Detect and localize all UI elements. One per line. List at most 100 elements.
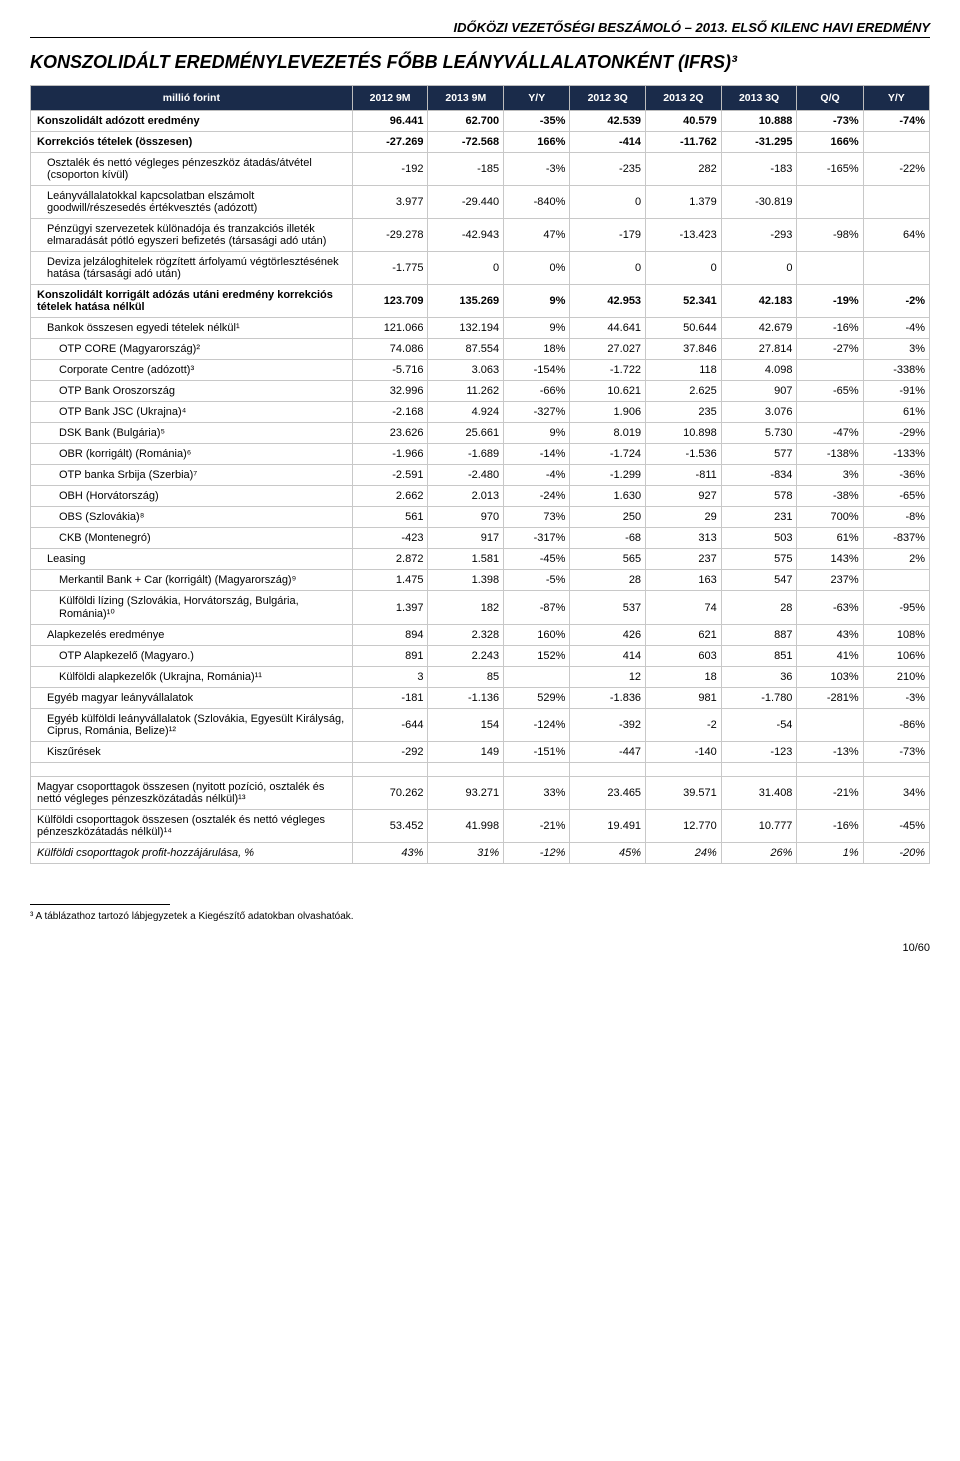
cell-value: -98% (797, 219, 863, 252)
cell-value: -38% (797, 486, 863, 507)
cell-value: 621 (646, 625, 722, 646)
cell-value: 87.554 (428, 339, 504, 360)
cell-value: 182 (428, 591, 504, 625)
cell-value: -293 (721, 219, 797, 252)
cell-value (863, 186, 929, 219)
table-row: Bankok összesen egyedi tételek nélkül¹12… (31, 318, 930, 339)
cell-value: 37.846 (646, 339, 722, 360)
row-label (31, 763, 353, 777)
cell-value: -1.780 (721, 688, 797, 709)
cell-value: -151% (504, 742, 570, 763)
cell-value: 149 (428, 742, 504, 763)
cell-value: 282 (646, 153, 722, 186)
cell-value: -837% (863, 528, 929, 549)
row-label: OBR (korrigált) (Románia)⁶ (31, 444, 353, 465)
cell-value (797, 252, 863, 285)
cell-value: 103% (797, 667, 863, 688)
cell-value: 700% (797, 507, 863, 528)
cell-value: -27.269 (352, 132, 428, 153)
table-row: Kiszűrések-292149-151%-447-140-123-13%-7… (31, 742, 930, 763)
row-label: Corporate Centre (adózott)³ (31, 360, 353, 381)
cell-value: -447 (570, 742, 646, 763)
cell-value: 19.491 (570, 810, 646, 843)
cell-value: 23.626 (352, 423, 428, 444)
row-label: OTP banka Srbija (Szerbia)⁷ (31, 465, 353, 486)
col-2013-9m: 2013 9M (428, 86, 504, 111)
cell-value: -327% (504, 402, 570, 423)
cell-value: 0% (504, 252, 570, 285)
row-label: Konszolidált korrigált adózás utáni ered… (31, 285, 353, 318)
cell-value: 0 (428, 252, 504, 285)
cell-value: 42.679 (721, 318, 797, 339)
cell-value: 93.271 (428, 777, 504, 810)
cell-value: -392 (570, 709, 646, 742)
cell-value: 9% (504, 285, 570, 318)
cell-value: 1.906 (570, 402, 646, 423)
cell-value: 32.996 (352, 381, 428, 402)
cell-value: 34% (863, 777, 929, 810)
cell-value: 237 (646, 549, 722, 570)
cell-value: -14% (504, 444, 570, 465)
cell-value: -65% (863, 486, 929, 507)
cell-value: 118 (646, 360, 722, 381)
cell-value: 74.086 (352, 339, 428, 360)
cell-value: 108% (863, 625, 929, 646)
cell-value: 313 (646, 528, 722, 549)
cell-value: -1.136 (428, 688, 504, 709)
cell-value: 9% (504, 423, 570, 444)
table-row: Konszolidált korrigált adózás utáni ered… (31, 285, 930, 318)
cell-value: -29.278 (352, 219, 428, 252)
row-label: Bankok összesen egyedi tételek nélkül¹ (31, 318, 353, 339)
table-row: Leasing2.8721.581-45%565237575143%2% (31, 549, 930, 570)
cell-value: -133% (863, 444, 929, 465)
table-row: Merkantil Bank + Car (korrigált) (Magyar… (31, 570, 930, 591)
cell-value: -29.440 (428, 186, 504, 219)
cell-value: -338% (863, 360, 929, 381)
cell-value: 160% (504, 625, 570, 646)
row-label: Külföldi alapkezelők (Ukrajna, Románia)¹… (31, 667, 353, 688)
cell-value: -8% (863, 507, 929, 528)
cell-value: -124% (504, 709, 570, 742)
row-label: OTP CORE (Magyarország)² (31, 339, 353, 360)
cell-value: 8.019 (570, 423, 646, 444)
cell-value (428, 763, 504, 777)
cell-value: 981 (646, 688, 722, 709)
cell-value: 166% (504, 132, 570, 153)
cell-value: -2.168 (352, 402, 428, 423)
cell-value: -68 (570, 528, 646, 549)
cell-value: 44.641 (570, 318, 646, 339)
cell-value: -5% (504, 570, 570, 591)
cell-value (646, 763, 722, 777)
row-label: OBS (Szlovákia)⁸ (31, 507, 353, 528)
cell-value: -73% (863, 742, 929, 763)
cell-value: -154% (504, 360, 570, 381)
cell-value: -91% (863, 381, 929, 402)
cell-value: -3% (504, 153, 570, 186)
cell-value: -31.295 (721, 132, 797, 153)
cell-value: -86% (863, 709, 929, 742)
cell-value: 426 (570, 625, 646, 646)
col-y/y: Y/Y (863, 86, 929, 111)
cell-value: -73% (797, 111, 863, 132)
cell-value: -21% (504, 810, 570, 843)
cell-value: 891 (352, 646, 428, 667)
cell-value: -138% (797, 444, 863, 465)
cell-value: -1.536 (646, 444, 722, 465)
cell-value: -74% (863, 111, 929, 132)
cell-value: 31.408 (721, 777, 797, 810)
cell-value: 27.027 (570, 339, 646, 360)
table-row: Osztalék és nettó végleges pénzeszköz át… (31, 153, 930, 186)
cell-value: -811 (646, 465, 722, 486)
cell-value: -1.836 (570, 688, 646, 709)
page-title: KONSZOLIDÁLT EREDMÉNYLEVEZETÉS FŐBB LEÁN… (30, 52, 930, 73)
table-row: OBH (Horvátország)2.6622.013-24%1.630927… (31, 486, 930, 507)
cell-value: 1.630 (570, 486, 646, 507)
cell-value (797, 763, 863, 777)
col-2012-3q: 2012 3Q (570, 86, 646, 111)
cell-value: 23.465 (570, 777, 646, 810)
cell-value: 45% (570, 843, 646, 864)
cell-value: 73% (504, 507, 570, 528)
cell-value: -45% (504, 549, 570, 570)
cell-value: 1.581 (428, 549, 504, 570)
cell-value: -185 (428, 153, 504, 186)
